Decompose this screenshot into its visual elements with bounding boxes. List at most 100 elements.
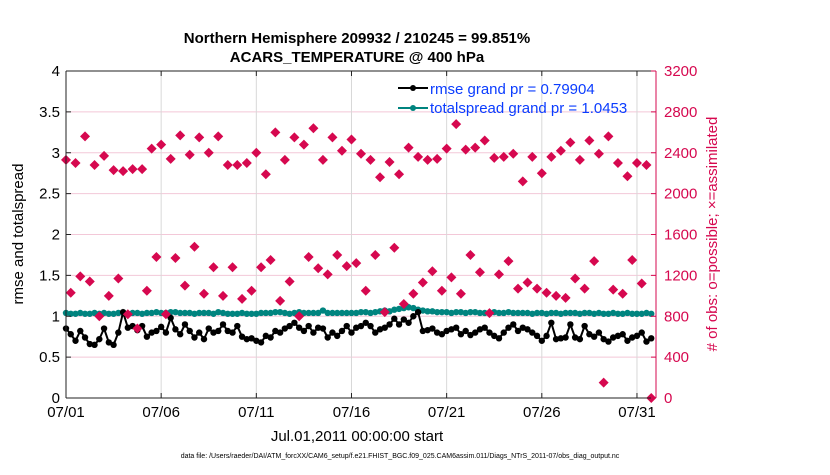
rmse-point bbox=[219, 321, 227, 328]
totalspread-point bbox=[638, 310, 645, 317]
obs-count-point bbox=[541, 287, 552, 298]
obs-count-point bbox=[194, 132, 205, 143]
totalspread-point bbox=[614, 310, 622, 317]
x-tick-label: 07/06 bbox=[142, 404, 180, 421]
obs-count-point bbox=[474, 267, 485, 278]
rmse-point bbox=[176, 331, 184, 338]
x-tick-label: 07/01 bbox=[47, 404, 85, 421]
obs-count-point bbox=[532, 283, 543, 294]
totalspread-point bbox=[443, 308, 450, 316]
totalspread-point bbox=[238, 309, 246, 317]
totalspread-point bbox=[110, 310, 117, 317]
totalspread-point bbox=[343, 309, 350, 317]
totalspread-point bbox=[334, 309, 341, 317]
axes: 0 0.5 1 1.5 2 2.5 3 3.5 4 0 400 800 1200 1600 2000 2400… bbox=[39, 63, 697, 421]
y-axis-right-label: # of obs: o=possible; ×=assimilated bbox=[704, 117, 721, 352]
obs-count-point bbox=[141, 285, 152, 296]
rmse-point bbox=[248, 335, 255, 342]
totalspread-point bbox=[229, 310, 236, 317]
obs-count-point bbox=[198, 288, 209, 299]
totalspread-point bbox=[476, 309, 484, 317]
obs-count-point bbox=[317, 154, 328, 165]
totalspread-point bbox=[471, 308, 479, 316]
obs-count-point bbox=[322, 269, 333, 280]
totalspread-point bbox=[257, 309, 265, 317]
obs-count-point bbox=[70, 157, 81, 168]
obs-count-point bbox=[427, 266, 438, 277]
totalspread-point bbox=[372, 308, 379, 316]
totalspread-point bbox=[605, 310, 612, 317]
rmse-point bbox=[300, 327, 308, 335]
obs-count-point bbox=[298, 139, 309, 150]
totalspread-point bbox=[548, 309, 555, 317]
obs-count-point bbox=[275, 295, 286, 306]
y-left-tick-label: 1 bbox=[52, 308, 60, 325]
rmse-point bbox=[590, 333, 598, 340]
y-right-tick-label: 2000 bbox=[664, 186, 697, 203]
rmse-point bbox=[471, 329, 479, 336]
rmse-point bbox=[77, 327, 84, 335]
y-left-tick-label: 1.5 bbox=[39, 267, 60, 284]
rmse-point bbox=[267, 334, 274, 341]
totalspread-point bbox=[224, 310, 231, 317]
rmse-point bbox=[234, 322, 241, 330]
obs-count-point bbox=[622, 171, 633, 182]
obs-count-point bbox=[294, 311, 305, 322]
totalspread-point bbox=[629, 310, 636, 317]
obs-count-point bbox=[170, 253, 181, 264]
obs-count-point bbox=[303, 251, 314, 262]
totalspread-point bbox=[395, 305, 403, 313]
totalspread-point bbox=[448, 309, 455, 317]
rmse-point bbox=[96, 335, 103, 343]
obs-count-point bbox=[189, 241, 200, 252]
rmse-point bbox=[334, 332, 341, 340]
rmse-point bbox=[457, 331, 465, 338]
totalspread-point bbox=[243, 310, 251, 317]
rmse-point bbox=[162, 329, 170, 336]
rmse-point bbox=[548, 319, 555, 326]
legend-rmse-marker bbox=[410, 85, 416, 91]
totalspread-point bbox=[143, 309, 151, 317]
totalspread-point bbox=[391, 306, 398, 313]
rmse-point bbox=[243, 335, 251, 343]
totalspread-point bbox=[590, 310, 598, 317]
totalspread-point bbox=[457, 308, 465, 316]
obs-count-point bbox=[365, 154, 376, 165]
obs-count-point bbox=[179, 280, 190, 291]
obs-count-point bbox=[484, 308, 495, 319]
totalspread-point bbox=[429, 308, 436, 315]
rmse-point bbox=[291, 319, 298, 326]
obs-count-point bbox=[417, 277, 428, 288]
obs-count-point bbox=[465, 249, 476, 260]
y-right-tick-label: 1600 bbox=[664, 227, 697, 244]
obs-count-point bbox=[536, 168, 547, 179]
rmse-point bbox=[438, 331, 446, 338]
totalspread-point bbox=[514, 309, 522, 317]
totalspread-point bbox=[424, 308, 431, 315]
rmse-point bbox=[295, 324, 303, 331]
obs-count-point bbox=[175, 130, 186, 141]
rmse-point bbox=[567, 321, 574, 328]
rmse-point bbox=[100, 325, 108, 332]
totalspread-point bbox=[200, 309, 208, 317]
totalspread-point bbox=[600, 310, 607, 317]
totalspread-point bbox=[105, 310, 113, 317]
y-right-tick-label: 400 bbox=[664, 349, 689, 366]
obs-count-point bbox=[493, 269, 504, 280]
obs-count-point bbox=[631, 157, 642, 168]
totalspread-point bbox=[357, 308, 365, 316]
rmse-point bbox=[67, 331, 74, 338]
obs-count-point bbox=[237, 293, 248, 304]
totalspread-point bbox=[234, 310, 241, 317]
obs-count-point bbox=[160, 309, 171, 320]
totalspread-point bbox=[452, 308, 460, 316]
totalspread-point bbox=[633, 310, 641, 317]
rmse-point bbox=[524, 326, 531, 333]
y-left-tick-label: 3 bbox=[52, 145, 60, 162]
rmse-point bbox=[491, 332, 498, 340]
rmse-point bbox=[91, 341, 98, 349]
obs-count-point bbox=[489, 152, 500, 163]
obs-count-point bbox=[241, 157, 252, 168]
rmse-point bbox=[343, 322, 350, 330]
rmse-point bbox=[505, 324, 512, 331]
